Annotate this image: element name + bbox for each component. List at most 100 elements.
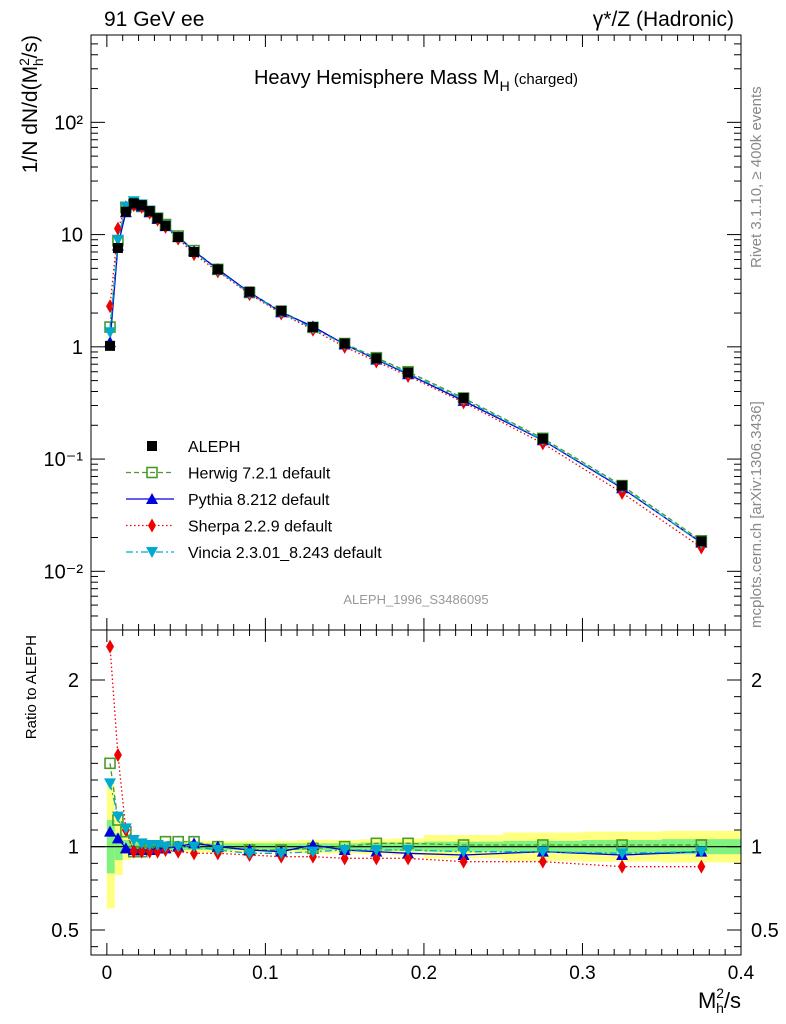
data-point-aleph: [371, 353, 382, 364]
legend-label: Vincia 2.3.01_8.243 default: [188, 545, 382, 562]
header-left: 91 GeV ee: [104, 8, 205, 31]
ratio-point-sherpa: [129, 844, 138, 859]
x-tick-label: 0.4: [728, 963, 755, 984]
ratio-point-sherpa: [340, 851, 349, 866]
ratio-point-sherpa: [372, 851, 381, 866]
legend-marker: [148, 518, 156, 533]
data-point-aleph: [403, 367, 414, 378]
ratio-point-sherpa: [618, 859, 627, 874]
ratio-point-vincia: [306, 846, 319, 858]
data-point-aleph: [144, 206, 155, 217]
ratio-point-vincia: [143, 840, 156, 851]
ratio-point-vincia: [370, 845, 383, 856]
ratio-point-pythia: [104, 825, 117, 837]
data-point-aleph: [173, 232, 184, 243]
data-point-aleph: [212, 264, 223, 275]
main-frame: [90, 34, 742, 631]
ratio-point-sherpa: [153, 844, 162, 859]
legend-item-vincia: Vincia 2.3.01_8.243 default: [126, 545, 382, 562]
data-point-aleph: [307, 322, 318, 333]
data-point-aleph: [152, 213, 163, 224]
ratio-point-sherpa: [137, 844, 146, 859]
ratio-point-vincia: [111, 811, 124, 823]
ratio-point-vincia: [119, 823, 132, 835]
legend: ALEPH Herwig 7.2.1 default Pythia 8.212 de…: [126, 439, 382, 562]
ratio-point-sherpa: [538, 854, 547, 869]
legend-item-aleph: ALEPH: [147, 439, 240, 456]
legend-label: Herwig 7.2.1 default: [188, 466, 331, 483]
data-point-aleph: [458, 393, 469, 404]
y-tick-label: 10⁻²: [44, 561, 84, 583]
ratio-point-vincia: [243, 848, 256, 860]
data-point-aleph: [120, 206, 131, 217]
x-tick-label: 0.1: [252, 963, 278, 984]
x-tick-label: 0.3: [569, 963, 595, 984]
data-point-vincia: [111, 234, 124, 246]
analysis-id: ALEPH_1996_S3486095: [343, 592, 488, 607]
ratio-point-vincia: [211, 845, 224, 856]
ratio-point-pythia: [111, 832, 124, 844]
ratio-point-vincia: [159, 841, 172, 853]
ratio-point-vincia: [104, 778, 117, 790]
x-tick-label: 0.2: [411, 963, 437, 984]
ratio-point-vincia: [172, 841, 185, 853]
ratio-point-herwig: [104, 757, 116, 770]
ratio-tick-label-left: 0.5: [51, 920, 79, 942]
ratio-point-sherpa: [404, 851, 413, 866]
y-tick-label: 1: [72, 337, 83, 359]
ratio-point-sherpa: [113, 748, 122, 762]
ratio-point-sherpa: [145, 844, 154, 859]
ratio-frame: [90, 629, 742, 956]
ratio-tick-label-left: 2: [68, 670, 79, 692]
ratio-point-vincia: [275, 848, 288, 860]
ratio-point-sherpa: [190, 846, 199, 861]
data-point-aleph: [339, 338, 350, 349]
data-point-vincia: [104, 327, 117, 339]
ratio-point-vincia: [127, 835, 140, 846]
ratio-point-vincia: [402, 845, 415, 856]
ratio-point-vincia: [536, 846, 549, 858]
ratio-tick-label-right: 2: [751, 670, 762, 692]
legend-item-sherpa: Sherpa 2.2.9 default: [126, 518, 333, 536]
y-tick-label: 10⁻¹: [44, 449, 84, 471]
legend-item-herwig: Herwig 7.2.1 default: [126, 466, 331, 483]
data-point-aleph: [276, 305, 287, 316]
data-point-aleph: [160, 220, 171, 231]
ratio-point-vincia: [616, 848, 629, 860]
ratio-point-sherpa: [697, 859, 706, 874]
ratio-tick-label-right: 0.5: [751, 920, 779, 942]
chart-title: Heavy Hemisphere Mass MH (charged): [254, 67, 578, 94]
y-tick-label: 10²: [54, 112, 83, 134]
data-point-aleph: [244, 286, 255, 297]
data-point-aleph: [617, 480, 628, 491]
legend-item-pythia: Pythia 8.212 default: [126, 492, 330, 509]
data-point-aleph: [696, 536, 707, 547]
y-axis-ticks: [91, 34, 741, 948]
x-tick-label: 0: [102, 963, 113, 984]
legend-label: Sherpa 2.2.9 default: [188, 519, 333, 536]
data-point-aleph: [105, 340, 116, 351]
data-point-aleph: [189, 246, 200, 257]
header-right: γ*/Z (Hadronic): [592, 8, 734, 31]
ratio-point-vincia: [338, 845, 351, 856]
ratio-point-vincia: [457, 846, 470, 858]
legend-marker: [147, 441, 157, 451]
legend-marker: [146, 547, 158, 558]
data-point-aleph: [537, 433, 548, 444]
data-point-sherpa: [106, 299, 115, 314]
data-point-aleph: [112, 242, 123, 253]
ratio-point-vincia: [695, 846, 708, 858]
x-axis-label: M2 h/s: [698, 985, 741, 1016]
ratio-axis-label: Ratio to ALEPH: [23, 635, 40, 739]
data-point-aleph: [128, 198, 139, 209]
legend-label: ALEPH: [188, 439, 240, 456]
x-axis-ticks: [106, 35, 742, 955]
ratio-series-vincia: [104, 778, 708, 860]
data-point-aleph: [136, 200, 147, 211]
legend-label: Pythia 8.212 default: [188, 492, 330, 509]
ratio-point-pythia: [119, 842, 132, 854]
ratio-point-sherpa: [106, 639, 115, 654]
ratio-tick-label-right: 1: [751, 837, 762, 859]
ratio-point-sherpa: [459, 854, 468, 869]
